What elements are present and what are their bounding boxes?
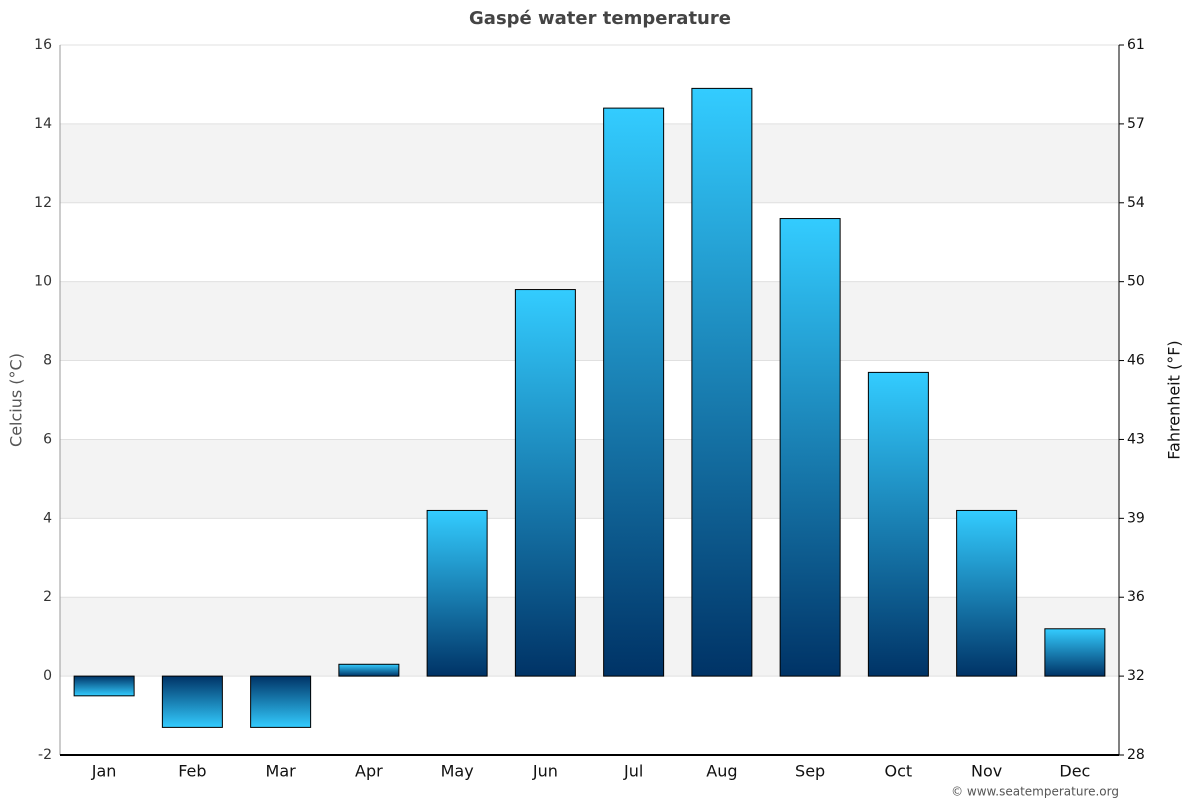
- y2-tick-label: 39: [1127, 510, 1145, 526]
- y2-tick-label: 57: [1127, 116, 1145, 132]
- x-tick-label: Apr: [355, 762, 383, 781]
- y-tick-label: 4: [43, 510, 52, 526]
- bar: [867, 371, 929, 677]
- y-tick-label: 8: [43, 353, 52, 369]
- bar: [161, 675, 223, 728]
- bar: [426, 509, 488, 677]
- y-axis-label: Celcius (°C): [7, 353, 26, 447]
- y2-tick-label: 61: [1127, 37, 1145, 53]
- x-tick-label: May: [441, 762, 474, 781]
- grid-band: [60, 123, 1119, 203]
- y2-tick-label: 32: [1127, 668, 1145, 684]
- y2-tick-label: 50: [1127, 274, 1145, 290]
- grid-band: [60, 281, 1119, 361]
- y2-tick-label: 36: [1127, 589, 1145, 605]
- bar: [956, 509, 1018, 677]
- grid-band: [60, 439, 1119, 519]
- x-tick-label: Dec: [1059, 762, 1090, 781]
- y-tick-label: 2: [43, 589, 52, 605]
- x-tick-label: Jun: [532, 762, 558, 781]
- bar: [73, 675, 135, 697]
- bar: [779, 218, 841, 677]
- y-tick-label: 16: [34, 37, 52, 53]
- y-tick-label: -2: [38, 747, 52, 763]
- y-tick-label: 10: [34, 274, 52, 290]
- grid-band: [60, 597, 1119, 677]
- x-tick-label: Jul: [623, 762, 643, 781]
- x-tick-label: Nov: [971, 762, 1002, 781]
- x-tick-label: Mar: [266, 762, 297, 781]
- y2-tick-label: 28: [1127, 747, 1145, 763]
- y-tick-label: 14: [34, 116, 52, 132]
- bar: [603, 107, 665, 677]
- y2-axis-label: Fahrenheit (°F): [1165, 340, 1184, 459]
- chart-title: Gaspé water temperature: [469, 8, 731, 29]
- x-tick-label: Jan: [91, 762, 117, 781]
- credit: © www.seatemperature.org: [951, 785, 1119, 799]
- x-tick-label: Oct: [885, 762, 913, 781]
- y-tick-label: 0: [43, 668, 52, 684]
- x-tick-label: Feb: [178, 762, 206, 781]
- x-tick-label: Sep: [795, 762, 825, 781]
- bar: [1044, 628, 1106, 677]
- bar: [514, 289, 576, 677]
- bar: [691, 87, 753, 677]
- bar: [250, 675, 312, 728]
- y-tick-label: 6: [43, 431, 52, 447]
- bar: [338, 663, 400, 677]
- x-tick-label: Aug: [706, 762, 737, 781]
- y2-tick-label: 46: [1127, 353, 1145, 369]
- y2-tick-label: 54: [1127, 195, 1145, 211]
- y2-tick-label: 43: [1127, 431, 1145, 447]
- y-tick-label: 12: [34, 195, 52, 211]
